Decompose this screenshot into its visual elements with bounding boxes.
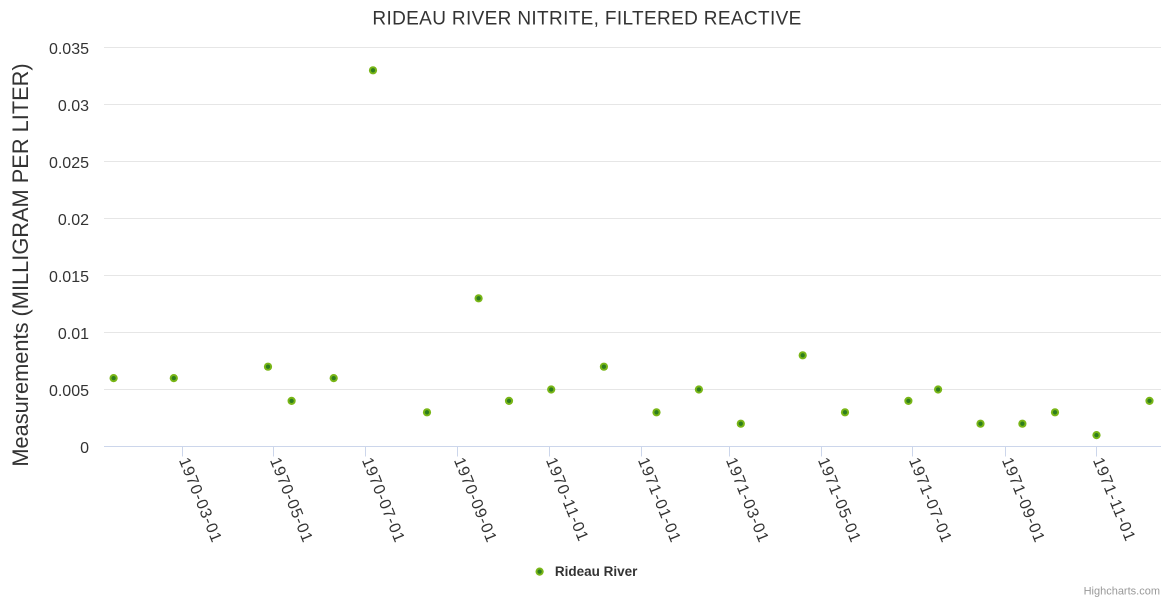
svg-text:0.03: 0.03 — [58, 98, 89, 115]
svg-text:0.015: 0.015 — [49, 269, 89, 286]
svg-text:Measurements (MILLIGRAM PER LI: Measurements (MILLIGRAM PER LITER) — [8, 63, 33, 466]
svg-text:Rideau River: Rideau River — [555, 564, 638, 579]
svg-text:0.01: 0.01 — [58, 326, 89, 343]
svg-text:0.035: 0.035 — [49, 41, 89, 58]
svg-text:0.02: 0.02 — [58, 212, 89, 229]
svg-text:0.005: 0.005 — [49, 383, 89, 400]
svg-text:Highcharts.com: Highcharts.com — [1084, 586, 1160, 598]
svg-text:RIDEAU RIVER NITRITE, FILTERED: RIDEAU RIVER NITRITE, FILTERED REACTIVE — [372, 8, 801, 29]
svg-text:0.025: 0.025 — [49, 155, 89, 172]
svg-text:0: 0 — [80, 440, 89, 457]
